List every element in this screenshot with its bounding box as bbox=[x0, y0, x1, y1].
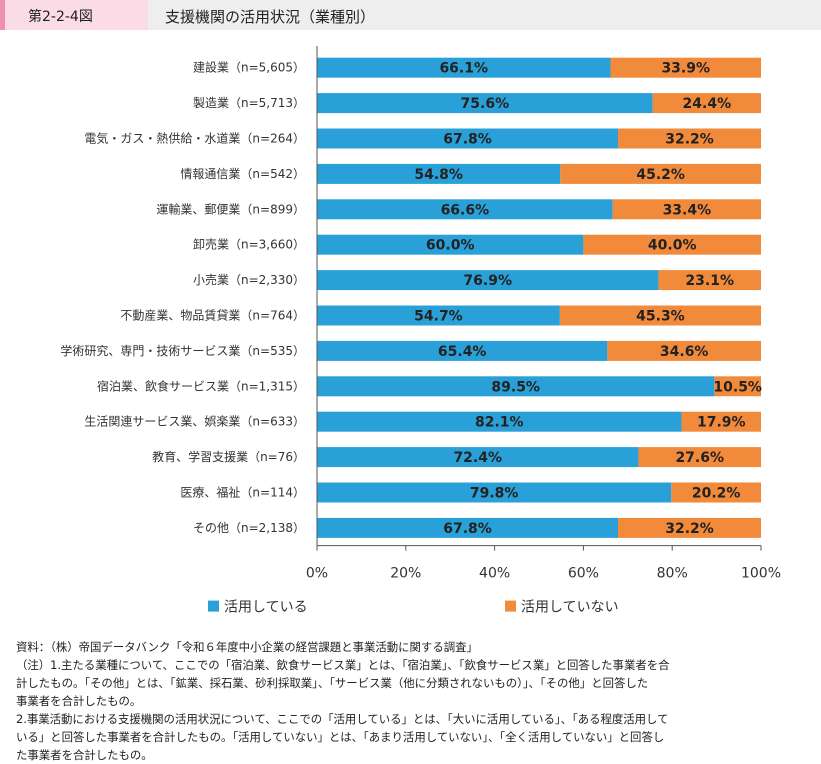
bar-segment-not-using bbox=[560, 163, 761, 184]
data-label: 33.4% bbox=[663, 202, 712, 218]
bar-segment-not-using bbox=[714, 376, 761, 397]
bar-segment-using bbox=[317, 93, 653, 114]
bar-segment-not-using bbox=[618, 128, 761, 149]
note-line: 計したもの。「その他」とは、「鉱業、採石業、砂利採取業」、「サービス業（他に分類… bbox=[16, 676, 649, 690]
note-line: 事業者を合計したもの。 bbox=[16, 694, 142, 708]
data-label: 40.0% bbox=[648, 238, 697, 254]
data-label: 45.3% bbox=[636, 309, 685, 325]
bar-segment-using bbox=[317, 305, 560, 326]
category-label: 卸売業（n=3,660） bbox=[193, 237, 305, 252]
bar-segment-using bbox=[317, 340, 608, 361]
category-label: 生活関連サービス業、娯楽業（n=633） bbox=[84, 415, 305, 429]
data-label: 34.6% bbox=[660, 344, 709, 360]
data-label: 24.4% bbox=[683, 96, 732, 112]
category-label: 不動産業、物品賃貸業（n=764） bbox=[120, 308, 305, 323]
note-line: いる」と回答した事業者を合計したもの。「活用していない」とは、「あまり活用してい… bbox=[16, 730, 665, 744]
data-label: 82.1% bbox=[475, 415, 524, 431]
figure-header: 第2-2-4図 支援機関の活用状況（業種別） bbox=[0, 0, 821, 30]
source-note: 資料：（株）帝国データバンク「令和６年度中小企業の経営課題と事業活動に関する調査… bbox=[16, 640, 478, 654]
x-tick-label: 100% bbox=[741, 566, 781, 582]
figure-title-bar bbox=[148, 0, 821, 30]
stacked-bar-chart: 建設業（n=5,605） 66.1% 33.9% 製造業（n=5,713） 75.6% 2… bbox=[60, 46, 781, 616]
data-label: 32.2% bbox=[665, 521, 714, 537]
bar-segment-using bbox=[317, 163, 561, 184]
note-line: た事業者を合計したもの。 bbox=[16, 748, 153, 762]
category-label: 製造業（n=5,713） bbox=[193, 96, 305, 110]
x-tick-label: 40% bbox=[479, 566, 510, 582]
x-tick-label: 0% bbox=[306, 566, 328, 582]
bar-segment-not-using bbox=[618, 517, 761, 538]
bar-segment-using bbox=[317, 517, 619, 538]
bar-segment-using bbox=[317, 199, 613, 220]
data-label: 17.9% bbox=[697, 415, 746, 431]
data-label: 20.2% bbox=[692, 486, 741, 502]
bar-segment-not-using bbox=[612, 199, 761, 220]
bar-segment-not-using bbox=[652, 93, 761, 114]
legend-swatch-not-using bbox=[505, 600, 516, 612]
data-label: 10.5% bbox=[713, 379, 762, 395]
bar-segment-not-using bbox=[638, 447, 761, 468]
legend-label: 活用している bbox=[224, 600, 308, 616]
data-label: 60.0% bbox=[426, 238, 475, 254]
bar-segment-not-using bbox=[610, 57, 761, 78]
bar-segment-using bbox=[317, 447, 639, 468]
x-tick-label: 60% bbox=[568, 566, 599, 582]
figure-number: 第2-2-4図 bbox=[28, 9, 93, 25]
data-label: 66.1% bbox=[439, 61, 488, 77]
category-label: 学術研究、専門・技術サービス業（n=535） bbox=[60, 343, 305, 358]
data-label: 23.1% bbox=[685, 273, 734, 289]
bar-segment-using bbox=[317, 376, 715, 397]
bar-segment-not-using bbox=[583, 234, 761, 255]
category-label: 電気・ガス・熱供給・水道業（n=264） bbox=[84, 131, 305, 146]
figure-number-tag bbox=[5, 0, 148, 30]
data-label: 76.9% bbox=[463, 273, 512, 289]
x-tick-label: 80% bbox=[657, 566, 688, 582]
header-accent-strip bbox=[0, 0, 5, 30]
data-label: 27.6% bbox=[675, 450, 724, 466]
category-label: 建設業（n=5,605） bbox=[193, 60, 305, 75]
x-tick-label: 20% bbox=[390, 566, 421, 582]
data-label: 72.4% bbox=[453, 450, 502, 466]
category-label: 小売業（n=2,330） bbox=[193, 272, 305, 287]
note-line: （注）1.主たる業種について、ここでの「宿泊業、飲食サービス業」とは、「宿泊業」… bbox=[16, 658, 670, 672]
data-label: 89.5% bbox=[491, 379, 540, 395]
category-label: 運輸業、郵便業（n=899） bbox=[156, 201, 305, 216]
data-label: 33.9% bbox=[661, 61, 710, 77]
data-label: 67.8% bbox=[443, 132, 492, 148]
data-label: 54.7% bbox=[414, 309, 463, 325]
data-label: 32.2% bbox=[665, 132, 714, 148]
category-label: 教育、学習支援業（n=76） bbox=[152, 449, 305, 464]
bar-segment-not-using bbox=[607, 340, 761, 361]
bar-segment-using bbox=[317, 128, 619, 149]
bar-segment-not-using bbox=[681, 411, 761, 432]
data-label: 79.8% bbox=[470, 486, 519, 502]
category-label: 医療、福祉（n=114） bbox=[180, 485, 305, 500]
bar-segment-using bbox=[317, 270, 659, 291]
data-label: 66.6% bbox=[441, 202, 490, 218]
legend-label: 活用していない bbox=[521, 600, 619, 616]
bar-segment-using bbox=[317, 482, 672, 503]
category-label: 情報通信業（n=542） bbox=[180, 167, 305, 181]
bar-segment-using bbox=[317, 57, 611, 78]
data-label: 65.4% bbox=[438, 344, 487, 360]
data-label: 75.6% bbox=[461, 96, 510, 112]
bar-segment-not-using bbox=[658, 270, 761, 291]
notes-section: 資料：（株）帝国データバンク「令和６年度中小企業の経営課題と事業活動に関する調査… bbox=[16, 638, 816, 764]
bar-segment-using bbox=[317, 234, 584, 255]
bar-segment-not-using bbox=[559, 305, 761, 326]
bar-segment-using bbox=[317, 411, 682, 432]
note-line: 2.事業活動における支援機関の活用状況について、ここでの「活用している」とは、「… bbox=[16, 712, 669, 726]
category-label: 宿泊業、飲食サービス業（n=1,315） bbox=[97, 378, 305, 393]
figure-title: 支援機関の活用状況（業種別） bbox=[165, 8, 376, 26]
data-label: 45.2% bbox=[636, 167, 685, 183]
data-label: 67.8% bbox=[443, 521, 492, 537]
legend-swatch-using bbox=[208, 600, 219, 612]
bar-segment-not-using bbox=[671, 482, 761, 503]
data-label: 54.8% bbox=[414, 167, 463, 183]
category-label: その他（n=2,138） bbox=[193, 521, 305, 535]
